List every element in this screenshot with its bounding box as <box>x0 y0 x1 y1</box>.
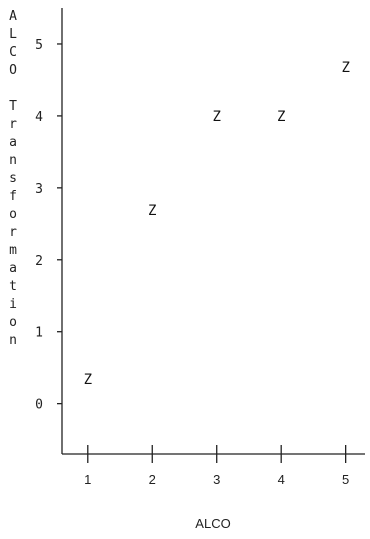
y-tick-label: 4 <box>35 110 43 125</box>
data-point: Z <box>213 109 221 125</box>
y-label-char: a <box>9 261 17 276</box>
x-tick-label: 1 <box>84 472 91 487</box>
y-tick-label: 0 <box>35 398 43 413</box>
y-label-char: f <box>9 189 17 204</box>
data-point: Z <box>148 203 156 219</box>
y-label-char: i <box>9 297 17 312</box>
data-point: Z <box>84 372 92 388</box>
y-label-char: a <box>9 135 17 150</box>
y-label-char: o <box>9 207 17 222</box>
y-label-char: r <box>9 225 17 240</box>
x-tick-label: 3 <box>213 472 220 487</box>
x-ticks: 1 2 3 4 5 <box>84 445 349 487</box>
y-tick-label: 2 <box>35 254 43 269</box>
y-label-char: n <box>9 153 17 168</box>
data-marks: Z Z Z Z Z <box>84 60 350 388</box>
x-tick-label: 4 <box>278 472 285 487</box>
y-label-char: r <box>9 117 17 132</box>
y-tick-label: 1 <box>35 326 43 341</box>
data-point: Z <box>341 60 349 76</box>
x-tick-label: 2 <box>149 472 156 487</box>
y-label-char: O <box>9 63 17 78</box>
y-label-char: s <box>9 171 17 186</box>
y-label-char: o <box>9 315 17 330</box>
y-label-char: m <box>9 243 17 258</box>
x-tick-label: 5 <box>342 472 349 487</box>
y-tick-label: 3 <box>35 182 43 197</box>
y-label-char: A <box>9 9 17 24</box>
y-label-char: C <box>9 45 17 60</box>
data-point: Z <box>277 109 285 125</box>
y-label-char: L <box>9 27 17 42</box>
y-label-char: n <box>9 333 17 348</box>
x-axis-label: ALCO <box>195 516 230 531</box>
y-label-char: t <box>9 279 17 294</box>
y-ticks: 0 1 2 3 4 5 <box>35 38 62 413</box>
y-tick-label: 5 <box>35 38 43 53</box>
y-label-char: T <box>9 99 17 114</box>
